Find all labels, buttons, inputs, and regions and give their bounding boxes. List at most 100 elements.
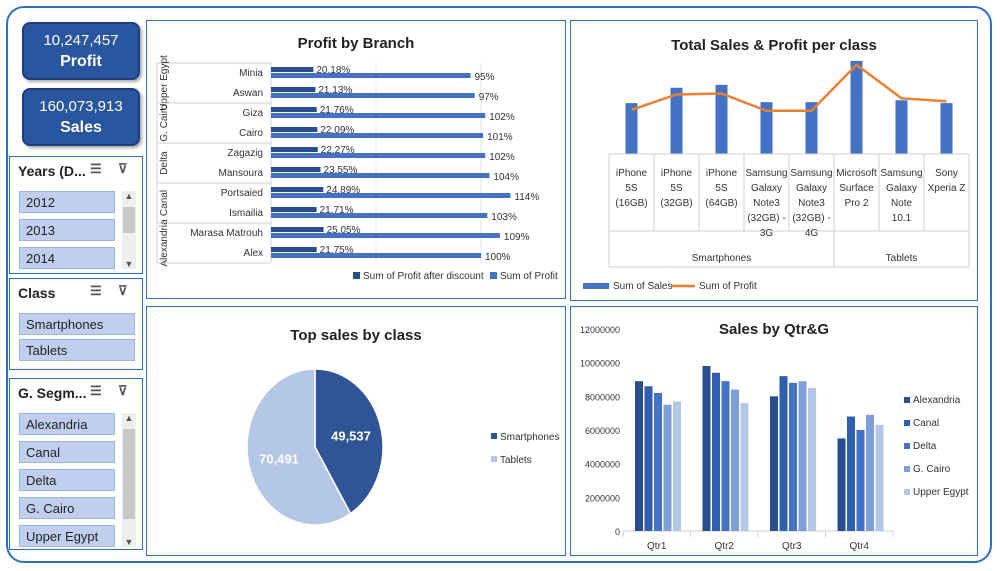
legend-swatch: [904, 489, 910, 495]
category-label: (64GB): [705, 198, 737, 209]
data-label: 102%: [489, 152, 515, 163]
slicer-years-title: Years (D...: [18, 163, 86, 179]
bar-profit: [271, 253, 481, 258]
slicer-class: Class ☰ ⊽ Smartphones Tablets: [9, 278, 143, 370]
category-label: Microsoft: [836, 168, 877, 179]
sales-bar: [808, 387, 816, 531]
bar-profit-after-discount: [271, 187, 324, 192]
category-label: Sony: [935, 168, 958, 179]
data-label: 20.18%: [316, 65, 350, 76]
bar-profit: [271, 113, 486, 118]
branch-label: Marasa Matrouh: [190, 228, 263, 239]
data-label: 97%: [479, 92, 499, 103]
sales-bar: [663, 404, 672, 531]
clear-filter-icon[interactable]: ⊽: [118, 283, 128, 298]
bar-profit-after-discount: [271, 67, 314, 72]
branch-label: Mansoura: [219, 168, 264, 179]
chart-title: Top sales by class: [290, 327, 422, 344]
panel-sales-profit-class: Total Sales & Profit per class iPhone 5S (…: [570, 20, 978, 301]
slicer-item-upper-egypt[interactable]: Upper Egypt: [19, 525, 115, 547]
pie-slice: [246, 368, 352, 526]
slicer-item-2014[interactable]: 2014: [19, 247, 115, 269]
category-label: (32GB) -: [747, 213, 785, 224]
sales-bar: [702, 366, 711, 531]
branch-label: Alex: [244, 248, 263, 259]
kpi-sales: 160,073,913 Sales: [22, 88, 140, 146]
slicer-item-g-cairo[interactable]: G. Cairo: [19, 497, 115, 519]
group-label: Smartphones: [692, 253, 751, 264]
bar-profit: [271, 173, 490, 178]
category-label: 4G: [805, 228, 819, 239]
legend-label: Alexandria: [913, 395, 961, 406]
scroll-down-icon[interactable]: ▼: [124, 537, 134, 547]
data-label: 114%: [514, 192, 539, 203]
chart-title: Profit by Branch: [297, 35, 415, 52]
legend-swatch: [904, 466, 910, 472]
multi-select-icon[interactable]: ☰: [90, 283, 102, 298]
slicer-class-header: Class ☰ ⊽: [10, 279, 142, 305]
scroll-up-icon[interactable]: ▲: [124, 413, 134, 423]
data-label: 24.89%: [326, 185, 360, 196]
slicer-item-canal[interactable]: Canal: [19, 441, 115, 463]
sales-bar: [625, 103, 638, 154]
sales-bar: [850, 60, 863, 154]
category-label: 5S: [715, 183, 728, 194]
data-label: 95%: [475, 72, 495, 83]
multi-select-icon[interactable]: ☰: [90, 161, 102, 176]
category-label: iPhone: [661, 168, 693, 179]
bar-profit: [271, 213, 488, 218]
group-label: Delta: [159, 151, 170, 175]
slicer-item-delta[interactable]: Delta: [19, 469, 115, 491]
top-sales-pie-chart: 49,537 70,491 Smartphones Tablets: [246, 368, 559, 526]
slicer-item-2013[interactable]: 2013: [19, 219, 115, 241]
category-label: Samsung: [745, 168, 787, 179]
legend-swatch: [904, 420, 910, 426]
sales-bar: [770, 396, 778, 531]
branch-label: Cairo: [239, 128, 263, 139]
y-tick-label: 6000000: [585, 426, 620, 436]
bar-profit-after-discount: [271, 167, 321, 172]
bar-profit-after-discount: [271, 147, 318, 152]
category-label: (32GB): [660, 198, 692, 209]
slice-label: 49,537: [331, 428, 371, 443]
legend-swatch: [904, 397, 910, 403]
data-label: 21.76%: [320, 105, 354, 116]
slicer-years-scrollbar[interactable]: ▲ ▼: [122, 191, 136, 269]
group-label: Tablets: [886, 253, 918, 264]
legend-label: Sum of Profit after discount: [363, 271, 484, 282]
bar-profit: [271, 233, 500, 238]
dashboard-frame: [6, 6, 992, 563]
scroll-thumb[interactable]: [123, 207, 135, 233]
kpi-sales-value: 160,073,913: [39, 98, 123, 115]
y-tick-label: 8000000: [585, 392, 620, 402]
sales-bar: [866, 414, 874, 531]
legend-swatch: [353, 272, 360, 279]
scroll-thumb[interactable]: [123, 429, 135, 519]
branch-label: Ismailia: [229, 208, 263, 219]
clear-filter-icon[interactable]: ⊽: [118, 161, 128, 176]
legend-swatch: [490, 272, 497, 279]
multi-select-icon[interactable]: ☰: [90, 383, 102, 398]
category-label: Xperia Z: [928, 183, 966, 194]
sales-profit-class-chart: iPhone 5S (16GB) iPhone 5S (32GB) iPhone 5S (64G…: [583, 60, 970, 292]
legend-swatch: [904, 443, 910, 449]
category-label: Galaxy: [796, 183, 827, 194]
slicer-item-tablets[interactable]: Tablets: [19, 339, 135, 361]
category-label: (16GB): [615, 198, 647, 209]
sales-bar: [847, 416, 855, 531]
scroll-down-icon[interactable]: ▼: [124, 259, 134, 269]
legend-label: G. Cairo: [913, 464, 951, 475]
data-label: 21.71%: [320, 205, 354, 216]
slicer-item-alexandria[interactable]: Alexandria: [19, 413, 115, 435]
slicer-segment-scrollbar[interactable]: ▲ ▼: [122, 413, 136, 547]
category-label: Surface: [839, 183, 874, 194]
data-label: 101%: [487, 132, 513, 143]
profit-line: [631, 63, 947, 113]
scroll-up-icon[interactable]: ▲: [124, 191, 134, 201]
data-label: 22.27%: [321, 145, 355, 156]
bar-profit-after-discount: [271, 87, 316, 92]
x-tick-label: Qtr2: [715, 541, 735, 552]
slicer-item-smartphones[interactable]: Smartphones: [19, 313, 135, 335]
clear-filter-icon[interactable]: ⊽: [118, 383, 128, 398]
slicer-item-2012[interactable]: 2012: [19, 191, 115, 213]
